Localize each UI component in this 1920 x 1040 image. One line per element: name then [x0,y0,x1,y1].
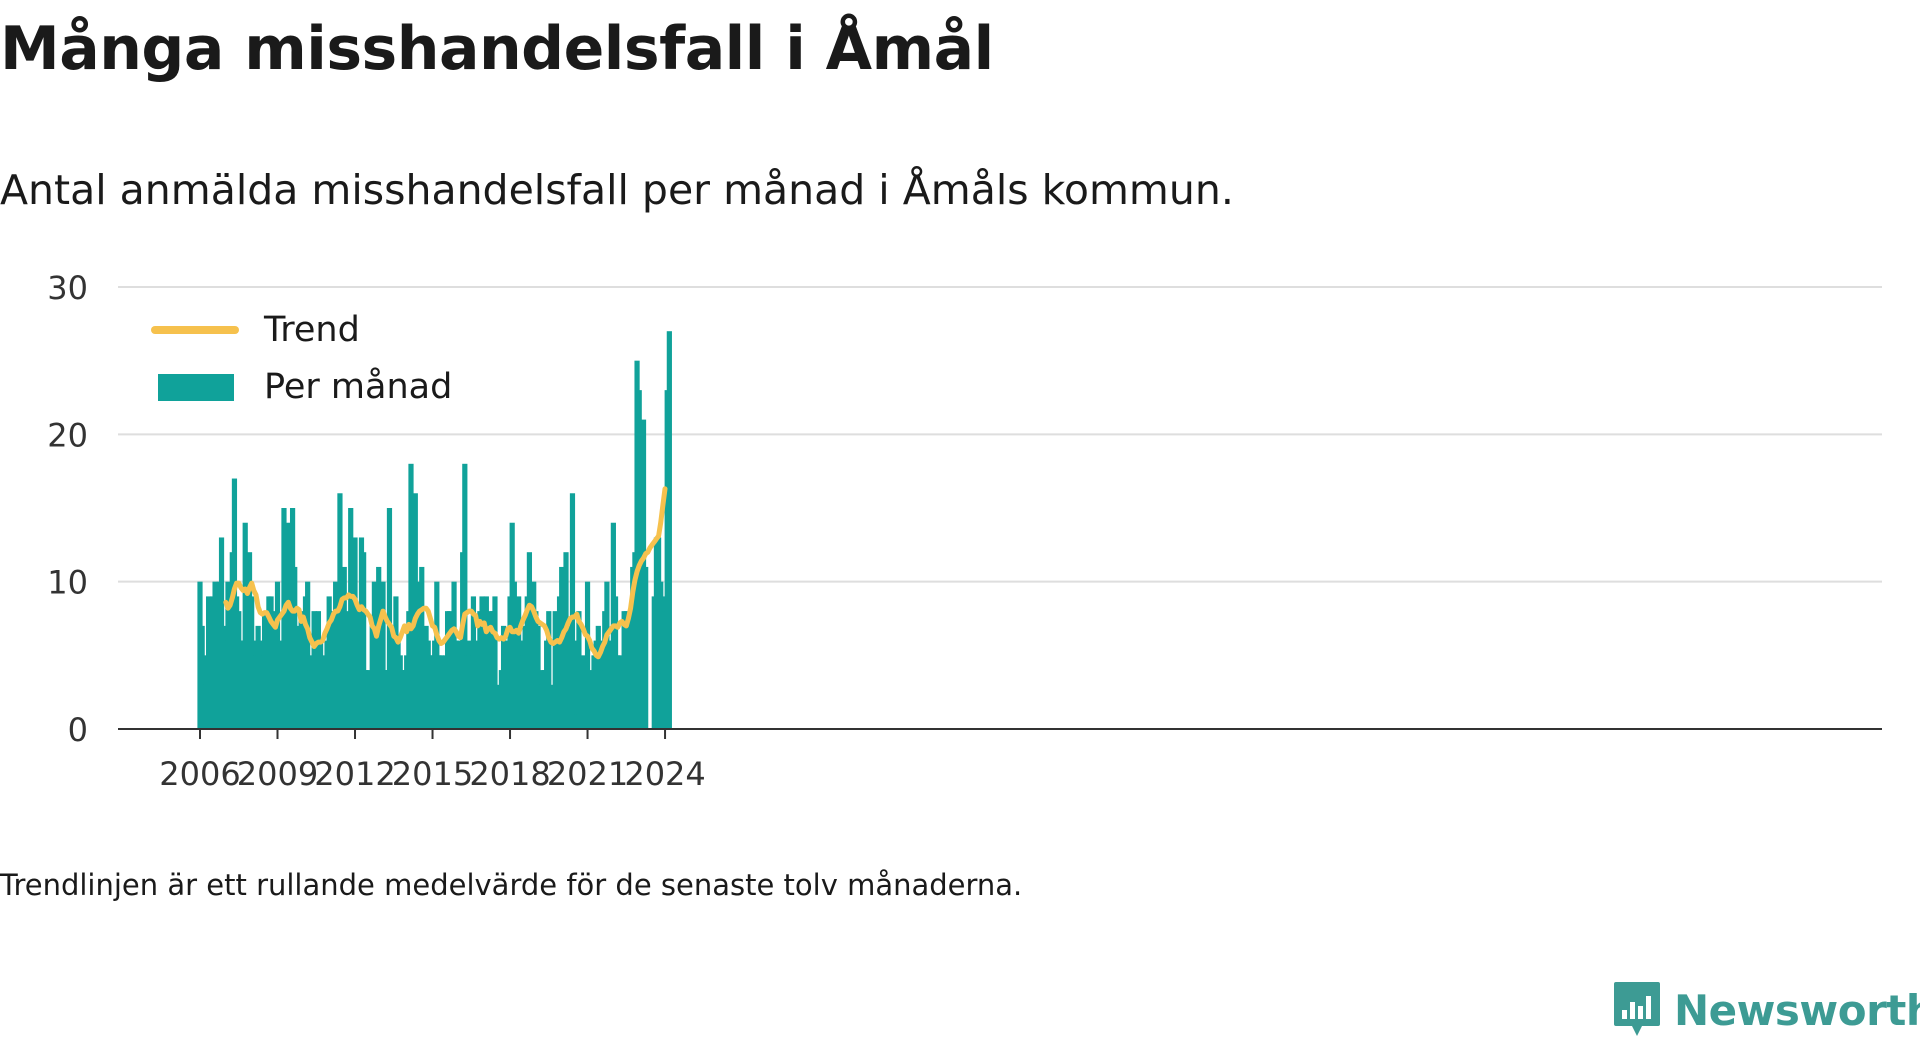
bar [419,566,425,729]
bar [546,611,552,729]
bar [389,625,395,729]
bar-series [197,331,672,729]
x-tick-label: 2021 [547,755,628,793]
bar [412,493,418,729]
bar [434,581,440,729]
y-axis-tick-labels: 0 10 20 30 [47,269,88,749]
y-tick-label: 10 [47,564,88,602]
footnote: Trendlinjen är ett rullande medelvärde f… [0,868,1023,902]
trend-line [223,486,668,660]
bar [643,566,649,729]
bar [569,493,576,729]
bar [535,625,541,729]
bar [636,390,642,729]
bar [376,566,382,729]
chart-title: Många misshandelsfall i Åmål [0,14,994,84]
bar [572,640,578,729]
bar [311,611,317,729]
x-tick-label: 2006 [159,755,240,793]
bar [666,331,672,729]
bar [305,581,311,729]
x-tick-label: 2018 [469,755,550,793]
x-tick-label: 2009 [237,755,318,793]
x-tick-label: 2012 [314,755,395,793]
bar [472,640,479,729]
bar [343,611,350,729]
bar [511,581,517,729]
y-tick-label: 20 [47,416,88,454]
x-tick-label: 2024 [624,755,705,793]
legend: Trend Per månad [151,310,452,407]
bar [500,625,507,729]
legend-bar-label: Per månad [264,366,452,407]
bar [348,508,354,729]
bar [492,596,498,729]
y-tick-label: 0 [68,711,88,749]
bar [386,508,393,729]
bar [285,522,291,729]
bar [408,463,414,729]
bar [462,463,468,729]
bar [584,581,591,729]
bar [623,611,629,729]
y-tick-label: 30 [47,269,88,307]
bar [281,508,287,729]
bar [604,581,610,729]
x-tick-label: 2015 [392,755,473,793]
newsworthy-logo: Newsworthy [1612,980,1920,1040]
bar [380,581,386,729]
bar [294,625,300,729]
bar [576,611,582,729]
chart-subtitle: Antal anmälda misshandelsfall per månad … [0,166,1234,214]
brand-name: Newsworthy [1674,985,1920,1035]
legend-bar-swatch [158,374,234,401]
newsworthy-logo-icon [1614,982,1660,1036]
bar [580,655,586,729]
bar [361,552,367,729]
legend-trend-label: Trend [263,310,360,350]
gridlines [118,286,1882,583]
bar [199,625,205,729]
